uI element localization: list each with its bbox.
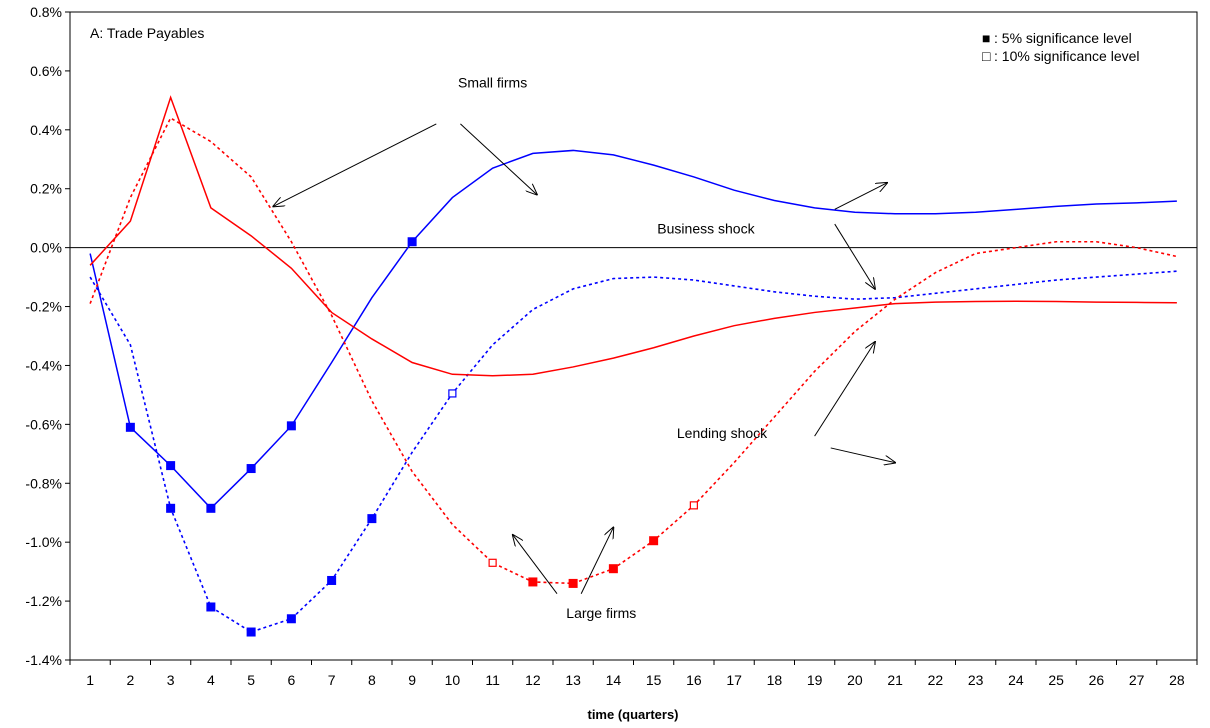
x-tick-label: 15 [646,672,662,688]
annotation-arrow [834,183,887,210]
legend-label-5pct: : 5% significance level [994,30,1132,46]
sig5-marker [166,503,176,513]
chart-title: A: Trade Payables [90,25,204,41]
sig5-marker [286,614,296,624]
x-tick-label: 28 [1169,672,1185,688]
x-tick-label: 9 [408,672,416,688]
x-tick-label: 10 [445,672,461,688]
x-tick-label: 25 [1048,672,1064,688]
sig5-marker [649,536,659,546]
series-line-3 [89,95,1177,377]
annotation-arrow [580,527,613,594]
y-tick-label: 0.2% [30,181,62,197]
legend-label-10pct: : 10% significance level [994,48,1140,64]
annotation-arrow [830,447,895,463]
sig5-marker [327,575,337,585]
y-tick-label: 0.8% [30,4,62,20]
x-tick-label: 12 [525,672,541,688]
annotation-label: Business shock [657,220,755,236]
sig5-marker [407,237,417,247]
y-tick-label: -0.8% [25,475,62,491]
y-tick-label: -0.4% [25,357,62,373]
series-line-1 [89,149,1177,510]
x-tick-label: 6 [287,672,295,688]
legend-symbol-10pct: □ [982,48,991,64]
sig5-marker [246,464,256,474]
sig5-marker [125,422,135,432]
sig10-marker [689,501,698,510]
x-tick-label: 23 [968,672,984,688]
annotation-arrow [814,342,875,437]
series-line-4 [89,116,1178,585]
x-tick-label: 3 [167,672,175,688]
x-tick-label: 11 [485,672,500,688]
annotation-arrow [834,223,875,289]
y-tick-label: 0.0% [30,240,62,256]
x-tick-label: 19 [807,672,823,688]
annotation-label: Lending shock [677,425,768,441]
annotation-arrow [513,535,558,595]
annotation-label: Large firms [566,605,636,621]
x-tick-label: 21 [887,672,903,688]
sig5-marker [206,602,216,612]
x-tick-label: 8 [368,672,376,688]
x-tick-label: 18 [767,672,783,688]
legend: ■ : 5% significance level □ : 10% signif… [982,30,1140,64]
annotation-arrow [273,123,437,206]
x-tick-label: 4 [207,672,215,688]
x-tick-label: 2 [126,672,134,688]
y-tick-label: -1.4% [25,652,62,668]
sig5-marker [608,564,618,574]
x-tick-label: 7 [328,672,336,688]
sig10-marker [488,558,497,567]
annotation-label: Small firms [458,75,527,91]
x-tick-label: 1 [86,672,94,688]
y-tick-label: -1.2% [25,593,62,609]
x-tick-label: 16 [686,672,702,688]
plot-area [69,11,1198,661]
sig5-marker [528,577,538,587]
y-tick-label: -1.0% [25,534,62,550]
x-tick-label: 24 [1008,672,1024,688]
x-tick-label: 27 [1129,672,1145,688]
sig5-marker [206,503,216,513]
x-tick-label: 14 [606,672,622,688]
sig10-marker [448,389,457,398]
y-tick-label: 0.6% [30,63,62,79]
annotation-arrow [460,123,536,195]
x-tick-label: 26 [1089,672,1105,688]
sig5-marker [367,514,377,524]
x-tick-label: 20 [847,672,863,688]
y-tick-label: -0.6% [25,416,62,432]
sig5-marker [246,627,256,637]
legend-symbol-5pct: ■ [982,30,990,46]
sig5-marker [568,578,578,588]
x-axis-label: time (quarters) [587,707,678,722]
sig5-marker [166,461,176,471]
y-tick-label: 0.4% [30,122,62,138]
sig5-marker [286,421,296,431]
x-tick-label: 13 [565,672,581,688]
x-tick-label: 17 [726,672,742,688]
x-tick-label: 5 [247,672,255,688]
series-line-2 [89,270,1177,633]
y-tick-label: -0.2% [25,299,62,315]
x-tick-label: 22 [928,672,944,688]
